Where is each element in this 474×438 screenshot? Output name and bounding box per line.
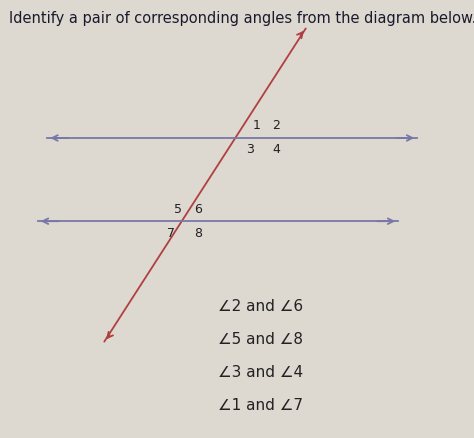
Text: 3: 3 — [246, 143, 254, 156]
Text: 5: 5 — [174, 203, 182, 216]
Text: 4: 4 — [273, 143, 281, 156]
Text: ∠5 and ∠8: ∠5 and ∠8 — [218, 332, 303, 347]
Text: 6: 6 — [194, 203, 202, 216]
Text: Identify a pair of corresponding angles from the diagram below.: Identify a pair of corresponding angles … — [9, 11, 474, 26]
Text: 1: 1 — [253, 120, 261, 133]
Text: 7: 7 — [167, 227, 175, 240]
Text: ∠2 and ∠6: ∠2 and ∠6 — [218, 299, 303, 314]
Text: ∠1 and ∠7: ∠1 and ∠7 — [218, 398, 303, 413]
Text: 8: 8 — [194, 227, 202, 240]
Text: 2: 2 — [273, 120, 281, 133]
Text: ∠3 and ∠4: ∠3 and ∠4 — [218, 365, 303, 380]
